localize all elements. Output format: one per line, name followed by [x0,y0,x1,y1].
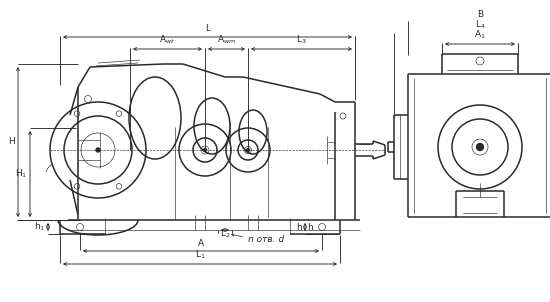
Text: A$_{1}$: A$_{1}$ [474,28,486,41]
Text: A$_{wm}$: A$_{wm}$ [217,34,236,46]
Text: H: H [8,137,15,146]
Text: L$_{4}$: L$_{4}$ [475,18,485,31]
Text: h: h [296,223,302,232]
Circle shape [476,143,483,150]
Text: h$_{1}$: h$_{1}$ [34,221,45,233]
Text: A: A [198,239,204,248]
Text: L$_{2}$: L$_{2}$ [220,227,230,239]
Text: L$_{1}$: L$_{1}$ [195,249,205,261]
Text: L: L [205,24,210,33]
Text: B: B [477,10,483,19]
Circle shape [204,149,206,152]
Text: H$_{1}$: H$_{1}$ [15,168,27,180]
Circle shape [96,148,100,152]
Circle shape [246,149,250,152]
Text: h: h [307,223,313,232]
Text: A$_{wt}$: A$_{wt}$ [160,34,175,46]
Text: L$_{3}$: L$_{3}$ [296,34,307,46]
Text: n отв. d: n отв. d [248,236,284,245]
